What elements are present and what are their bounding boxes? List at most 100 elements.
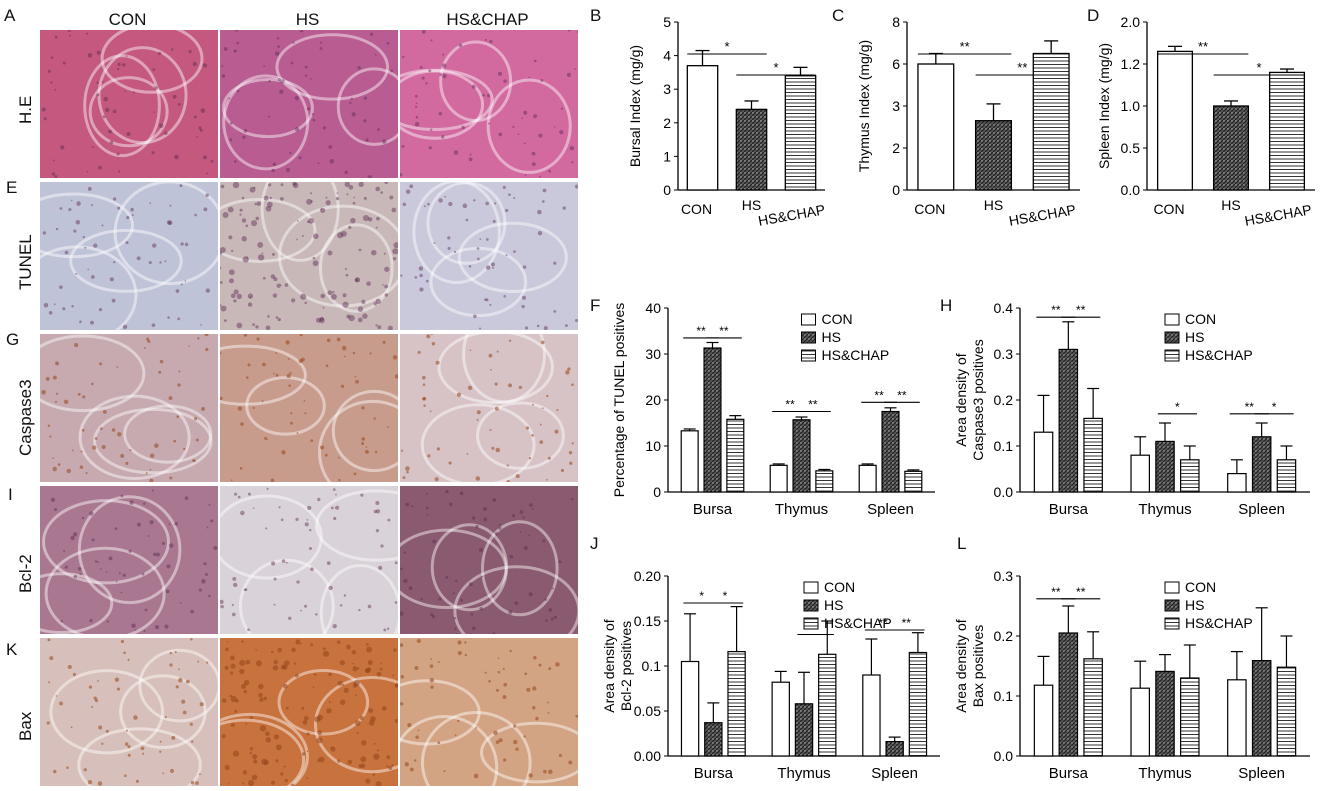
micrograph-caspase3-con (40, 334, 218, 482)
significance-label: ** (878, 616, 888, 630)
legend-swatch (801, 331, 816, 344)
significance-label: * (724, 39, 729, 54)
row-label-bcl2: Bcl-2 (16, 554, 35, 593)
bar (1130, 687, 1150, 757)
y-axis-label: Area density of (955, 353, 969, 446)
legend-label: CON (1185, 579, 1216, 595)
micrograph-tunel-hs (220, 182, 398, 330)
x-tick-label: CON (681, 201, 712, 217)
y-tick-label: 0.05 (634, 703, 661, 719)
y-tick-label: 0.20 (634, 568, 661, 584)
micrograph-bcl2-con (40, 486, 218, 634)
y-tick-label: 10 (645, 438, 661, 454)
significance-label: ** (902, 616, 912, 630)
y-axis-label: Bursal Index (mg/g) (627, 45, 643, 167)
y-tick-label: 40 (645, 300, 661, 316)
y-tick-label: 20 (645, 392, 661, 408)
chart-caspase3-positives: 0.0 0.1 0.2 0.3 0.4 Area density of Caspase3 p… (953, 290, 1320, 535)
significance-label: * (1272, 400, 1277, 414)
bar (1276, 666, 1297, 757)
panel-label-d: D (1087, 6, 1100, 25)
legend-label: HS&CHAP (822, 347, 890, 363)
panel-label-g: G (6, 330, 20, 349)
micrograph-bcl2-hschap (400, 486, 578, 634)
y-tick-label: 1.2 (1121, 56, 1141, 72)
y-tick-label: 1 (663, 148, 671, 164)
y-tick-label: 0.4 (994, 300, 1014, 316)
chart-svg-C: 0 2 3 6 8 Thymus Index (mg/g) CON HS HS&CHAP ** ** (856, 14, 1080, 229)
y-axis-label: Bax positives (970, 625, 986, 707)
bar (818, 653, 837, 757)
chart-svg-J: 0.00 0.05 0.1 0.15 0.20 Area density of Bcl-2 … (601, 568, 940, 782)
bar (1227, 679, 1247, 757)
x-tick-label: HS&CHAP (1008, 201, 1077, 229)
legend-swatch (803, 581, 819, 594)
y-tick-label: 0.5 (1121, 140, 1141, 156)
significance-label: * (699, 589, 704, 603)
legend-swatch (1164, 331, 1180, 344)
panel-label-i: I (8, 485, 13, 504)
micrograph-he-con (40, 30, 218, 178)
y-tick-label: 4 (663, 48, 671, 64)
y-tick-label: 3 (892, 98, 900, 114)
y-tick-label: 3 (663, 81, 671, 97)
legend-label: HS (822, 329, 841, 345)
bar (904, 470, 923, 493)
x-tick-label: HS (1221, 197, 1240, 213)
significance-label: ** (696, 324, 706, 338)
bar (794, 703, 814, 757)
y-tick-label: 2 (892, 140, 900, 156)
bar (792, 419, 811, 493)
chart-svg-F: 0 10 20 30 40 Percentage of TUNEL positives Bu… (611, 300, 935, 518)
significance-label: ** (1051, 303, 1061, 317)
micrograph-caspase3-hschap (400, 334, 578, 482)
y-tick-label: 0.0 (1121, 182, 1141, 198)
chart-thymus-index: 0 2 3 6 8 Thymus Index (mg/g) CON HS HS&CHAP ** ** (845, 0, 1090, 255)
bar (1058, 348, 1079, 493)
x-tick-label: Bursa (694, 765, 734, 782)
bar (784, 75, 817, 191)
x-tick-label: HS (742, 197, 761, 213)
significance-label: ** (897, 388, 907, 402)
significance-label: ** (1051, 585, 1061, 599)
y-axis-label: Area density of (955, 619, 969, 712)
x-tick-label: HS (984, 197, 1003, 213)
legend-swatch (1164, 581, 1180, 594)
micrograph-caspase3-hs (220, 334, 398, 482)
bar (1212, 105, 1250, 191)
significance-label: ** (960, 39, 970, 54)
x-tick-label: Bursa (1049, 765, 1089, 782)
bar (1180, 677, 1200, 757)
bar (974, 120, 1013, 191)
panel-label-l: L (957, 534, 967, 553)
significance-label: * (773, 60, 778, 75)
y-axis-label: Percentage of TUNEL positives (611, 303, 627, 498)
y-tick-label: 0 (653, 484, 661, 500)
chart-bcl2-positives: 0.00 0.05 0.1 0.15 0.20 Area density of Bcl-2 … (600, 530, 950, 790)
legend-label: HS (824, 597, 843, 613)
micrograph-he-hschap (400, 30, 578, 178)
x-tick-label: Bursa (1049, 501, 1089, 518)
bar (771, 681, 790, 757)
bar (1083, 417, 1103, 493)
legend-label: HS (1185, 329, 1204, 345)
y-tick-label: 0.0 (994, 484, 1014, 500)
significance-label: ** (719, 324, 729, 338)
x-tick-label: Thymus (1138, 765, 1191, 782)
legend-label: CON (824, 579, 855, 595)
bar (704, 722, 723, 757)
significance-label: * (723, 589, 728, 603)
y-axis-label: Bcl-2 positives (618, 621, 634, 711)
y-tick-label: 2.0 (1121, 14, 1141, 30)
column-title-hs-chap: HS&CHAP (446, 10, 529, 29)
x-tick-label: Bursa (693, 501, 733, 518)
bar (885, 741, 904, 757)
bar (686, 65, 719, 191)
chart-svg-D: 0.0 0.5 1.0 1.2 2.0 Spleen Index (mg/g) CON HS H… (1096, 14, 1315, 229)
row-label-tunel: TUNEL (16, 234, 35, 290)
legend-swatch (801, 313, 816, 326)
bar (735, 108, 768, 191)
y-tick-label: 6 (892, 56, 900, 72)
significance-label: ** (1198, 39, 1208, 54)
